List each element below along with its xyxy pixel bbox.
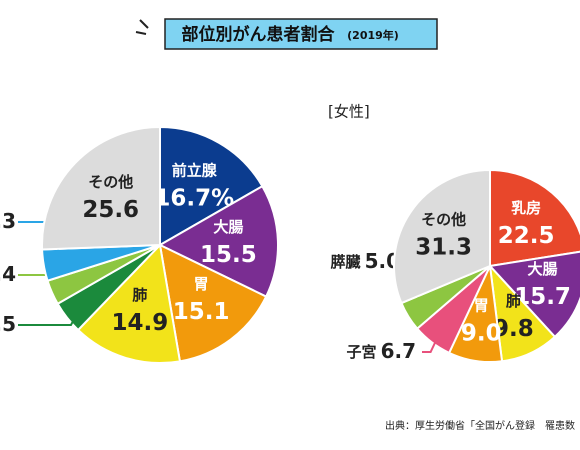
slice-name: 乳房	[511, 199, 541, 217]
slice-name: 大腸	[213, 218, 243, 236]
slice-name: 肺	[132, 286, 147, 304]
slice-label: 4.5	[0, 312, 16, 336]
title-year: (2019年)	[347, 28, 399, 42]
slice-name: 胃	[474, 296, 489, 314]
slice-value: 14.9	[112, 310, 169, 336]
slice-label: 3.4	[0, 262, 16, 286]
deco	[139, 19, 149, 29]
slice-label: 膵臓 5.0	[331, 249, 400, 273]
slice-name: 膵臓	[331, 253, 361, 271]
slice-name: その他	[421, 211, 466, 229]
pie-label: [女性]	[328, 103, 370, 121]
slice-name: 大腸	[528, 260, 558, 278]
pie-slice	[159, 125, 264, 247]
leader-line	[422, 330, 442, 353]
pie-slice	[488, 250, 580, 339]
title-box	[164, 18, 438, 50]
slice-value: 15.5	[200, 242, 257, 268]
slice-name: その他	[88, 173, 133, 191]
title: 部位別がん患者割合	[182, 24, 336, 45]
slice-value: 25.6	[82, 197, 139, 223]
slice-name: 肺	[506, 292, 521, 310]
slice-label: 子宮 6.7	[347, 339, 416, 363]
slice-value: 15.1	[173, 299, 230, 325]
slice-value: 22.5	[498, 223, 555, 249]
pie-slice	[393, 168, 491, 305]
slice-name: 胃	[194, 275, 209, 293]
leader-line	[18, 306, 82, 326]
slice-value: 9.0	[461, 320, 502, 346]
pie-slice	[41, 125, 161, 251]
title-banner: 部位別がん患者割合 (2019年)	[135, 18, 438, 50]
source: 出典：厚生労働省「全国がん登録 罹患数	[385, 419, 575, 432]
pie-slice	[157, 184, 279, 298]
pie-slice	[158, 243, 268, 363]
slice-name: 前立腺	[172, 161, 218, 179]
slice-value: 31.3	[415, 235, 472, 261]
slice-label: 4.3	[0, 209, 16, 233]
slice-value: 4.3	[0, 209, 16, 233]
slice-value: 6.7	[381, 339, 416, 363]
slice-name: 子宮	[347, 343, 377, 361]
pie-slice	[489, 168, 580, 268]
slice-value: 4.5	[0, 312, 16, 336]
slice-value: 3.4	[0, 262, 16, 286]
pie-slice	[76, 242, 182, 364]
deco	[135, 31, 147, 35]
slice-value: 16.7%	[154, 185, 234, 211]
